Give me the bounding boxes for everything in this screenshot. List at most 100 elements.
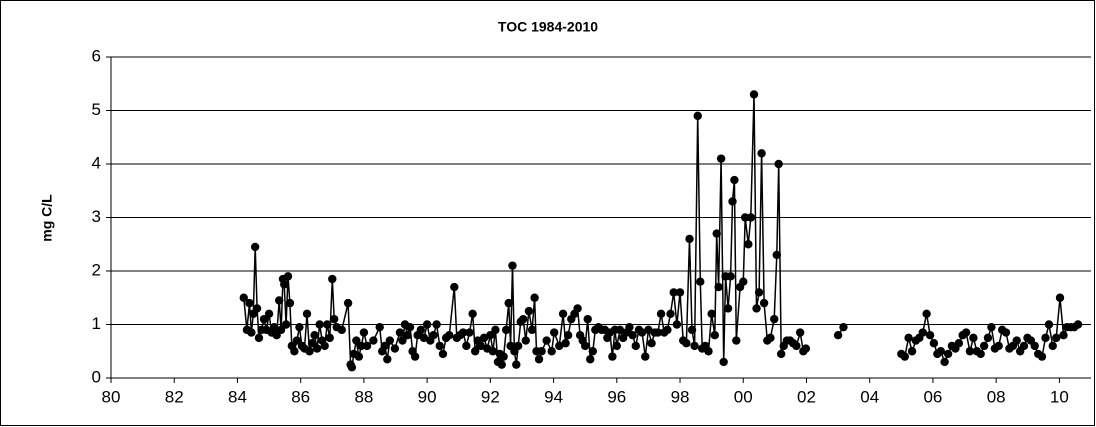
y-tick-label: 1 [92,314,101,333]
data-point [936,347,946,356]
data-point [470,347,480,356]
data-point [281,320,291,329]
data-point [547,347,556,356]
y-tick-label: 6 [92,46,101,65]
data-point [285,298,295,308]
data-point [362,341,372,351]
data-point [390,344,400,353]
data-point [563,331,573,340]
x-tick-label: 10 [1050,387,1069,406]
data-point [264,309,274,318]
data-point [290,347,299,356]
data-point [637,328,647,337]
data-point [429,331,438,340]
data-point [1052,333,1061,343]
y-tick-label: 0 [92,367,101,386]
data-point [979,341,989,351]
data-point [795,328,805,337]
data-point [347,363,357,372]
data-point [550,328,559,337]
data-point [653,328,663,337]
data-point [580,341,590,351]
data-point [312,344,322,353]
data-point [746,213,756,222]
data-point [573,304,582,313]
data-point [776,349,786,359]
data-point [468,309,477,318]
data-point [801,344,811,353]
data-point [631,341,640,351]
data-point [422,320,432,329]
data-point [1037,352,1047,361]
data-point [310,331,319,340]
data-point [1044,320,1054,329]
data-point [479,333,489,343]
data-point [663,325,672,335]
x-tick-label: 00 [734,387,753,406]
data-point [380,341,389,351]
data-point [1059,331,1068,340]
data-point [994,341,1003,351]
data-point [904,333,913,343]
data-point [354,352,364,361]
data-point [839,322,848,332]
data-point [375,322,384,332]
data-point [274,296,284,305]
x-tick-label: 82 [165,387,184,406]
data-point [1073,320,1083,329]
data-point [302,309,312,318]
data-point [641,352,650,361]
data-point [328,274,337,284]
y-tick-label: 5 [92,100,101,119]
data-point [976,349,985,359]
data-point [398,336,407,345]
data-point [900,352,909,361]
data-point [1012,336,1021,345]
data-point [488,347,498,356]
data-point [929,339,939,348]
data-point [486,331,495,340]
data-point [250,242,260,252]
data-point [395,328,405,337]
data-point [728,197,737,206]
data-point [513,341,523,351]
data-point [1041,333,1050,343]
data-point [744,240,753,249]
data-point [561,339,570,348]
data-point [359,328,369,337]
data-point [588,347,597,356]
data-point [940,357,949,367]
data-point [682,339,691,348]
x-tick-label: 06 [923,387,942,406]
data-point [504,298,513,308]
data-point [337,325,346,335]
x-tick-label: 90 [418,387,437,406]
data-point [307,339,317,348]
data-point [772,250,781,260]
data-point [965,347,975,356]
data-point [343,298,353,308]
data-point [987,322,996,332]
data-point [716,154,726,163]
x-tick-label: 08 [987,387,1006,406]
data-point [766,333,775,343]
data-point [239,293,248,302]
data-point [583,314,592,324]
x-tick-label: 02 [797,387,816,406]
data-point [269,322,279,332]
x-tick-label: 80 [102,387,121,406]
data-point [656,309,666,318]
y-tick-label: 3 [92,207,101,226]
data-point [465,328,474,337]
data-point [247,328,256,337]
data-point [419,333,429,343]
data-point [739,277,748,286]
data-point [628,331,637,340]
data-point [383,355,392,364]
data-point [280,280,289,289]
data-point [647,339,656,348]
data-point [530,293,539,302]
data-point [405,322,415,332]
